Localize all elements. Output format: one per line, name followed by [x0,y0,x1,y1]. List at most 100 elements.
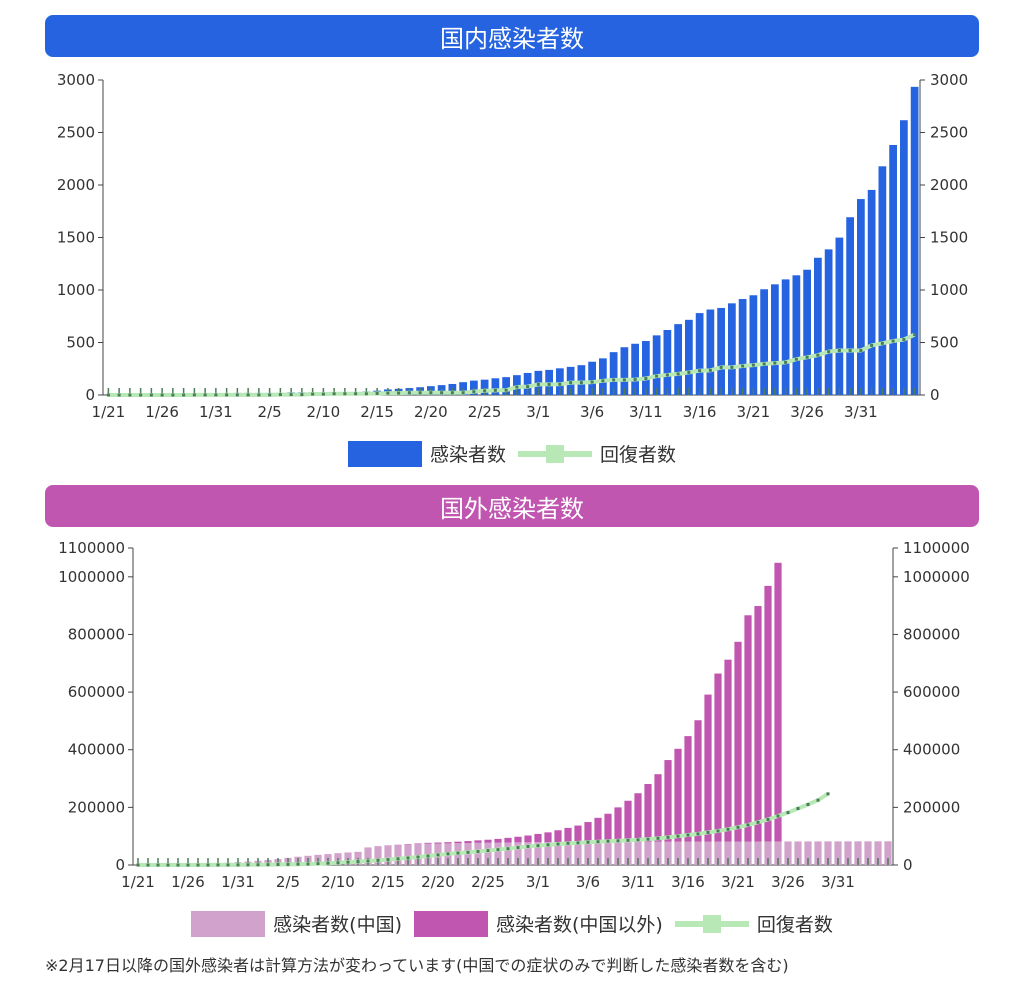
bar-china[interactable] [784,841,792,865]
bar-non-china[interactable] [484,839,492,843]
bar-cases[interactable] [835,237,844,395]
recovered-point[interactable] [816,353,820,357]
bar-china[interactable] [504,842,512,865]
bar-china[interactable] [824,841,832,865]
recovered-point[interactable] [246,393,250,397]
bar-china[interactable] [484,842,492,865]
bar-china[interactable] [714,841,722,865]
bar-cases[interactable] [470,380,478,395]
recovered-point[interactable] [156,863,160,867]
recovered-point[interactable] [686,833,690,837]
bar-china[interactable] [814,841,822,865]
recovered-point[interactable] [816,798,820,802]
recovered-point[interactable] [496,848,500,852]
bar-non-china[interactable] [604,813,612,842]
bar-cases[interactable] [695,313,704,395]
recovered-point[interactable] [426,854,430,858]
bar-china[interactable] [804,841,812,865]
bar-cases[interactable] [878,166,887,395]
bar-non-china[interactable] [674,748,682,842]
bar-china[interactable] [374,846,382,865]
bar-cases[interactable] [857,199,865,395]
recovered-point[interactable] [375,392,379,396]
bar-cases[interactable] [502,377,510,395]
bar-non-china[interactable] [614,807,622,842]
bar-non-china[interactable] [744,615,752,842]
recovered-point[interactable] [268,393,272,397]
bar-cases[interactable] [900,120,908,395]
bar-china[interactable] [474,842,482,865]
bar-china[interactable] [414,844,422,865]
recovered-point[interactable] [206,863,210,867]
bar-cases[interactable] [803,269,811,395]
bar-non-china[interactable] [694,720,702,842]
recovered-point[interactable] [837,348,841,352]
recovered-point[interactable] [216,863,220,867]
bar-china[interactable] [704,841,712,865]
recovered-point[interactable] [827,350,831,354]
bar-cases[interactable] [556,368,564,395]
recovered-point[interactable] [176,863,180,867]
recovered-point[interactable] [436,853,440,857]
recovered-point[interactable] [766,817,770,821]
bar-non-china[interactable] [594,817,602,842]
recovered-point[interactable] [547,382,551,386]
recovered-point[interactable] [746,823,750,827]
recovered-point[interactable] [456,851,460,855]
recovered-point[interactable] [296,862,300,866]
bar-china[interactable] [674,841,682,865]
recovered-point[interactable] [612,378,616,382]
recovered-point[interactable] [364,392,368,396]
recovered-point[interactable] [880,341,884,345]
recovered-point[interactable] [316,862,320,866]
recovered-point[interactable] [289,393,293,397]
bar-china[interactable] [494,842,502,865]
recovered-point[interactable] [676,372,680,376]
recovered-point[interactable] [139,393,143,397]
bar-non-china[interactable] [684,736,692,842]
bar-cases[interactable] [588,361,596,395]
bar-cases[interactable] [889,144,897,395]
recovered-point[interactable] [336,861,340,865]
recovered-point[interactable] [196,863,200,867]
bar-china[interactable] [594,841,602,865]
recovered-point[interactable] [626,838,630,842]
recovered-point[interactable] [726,827,730,831]
bar-cases[interactable] [867,189,876,395]
bar-china[interactable] [754,841,762,865]
recovered-point[interactable] [440,391,444,395]
bar-non-china[interactable] [724,659,732,842]
legend-item-china[interactable]: 感染者数(中国) [191,910,402,937]
bar-china[interactable] [574,841,582,865]
recovered-point[interactable] [192,393,196,397]
bar-non-china[interactable] [404,844,412,845]
recovered-point[interactable] [773,361,777,365]
bar-non-china[interactable] [704,694,712,842]
bar-non-china[interactable] [664,760,672,842]
bar-china[interactable] [664,841,672,865]
legend-item-cases[interactable]: 感染者数 [347,440,506,467]
recovered-point[interactable] [266,863,270,867]
recovered-point[interactable] [146,863,150,867]
recovered-point[interactable] [741,364,745,368]
bar-china[interactable] [724,841,732,865]
bar-china[interactable] [734,841,742,865]
recovered-point[interactable] [225,393,229,397]
recovered-point[interactable] [321,392,325,396]
recovered-point[interactable] [706,830,710,834]
bar-cases[interactable] [781,279,790,395]
bar-non-china[interactable] [494,838,502,843]
bar-non-china[interactable] [734,641,742,842]
recovered-point[interactable] [418,391,422,395]
recovered-point[interactable] [708,368,712,372]
recovered-point[interactable] [622,378,626,382]
recovered-point[interactable] [311,392,315,396]
recovered-point[interactable] [655,374,659,378]
recovered-point[interactable] [256,863,260,867]
recovered-point[interactable] [257,393,261,397]
recovered-point[interactable] [461,391,465,395]
bar-cases[interactable] [599,358,607,395]
legend-item-recovered[interactable]: 回復者数 [518,440,676,467]
bar-china[interactable] [584,841,592,865]
recovered-point[interactable] [536,382,540,386]
